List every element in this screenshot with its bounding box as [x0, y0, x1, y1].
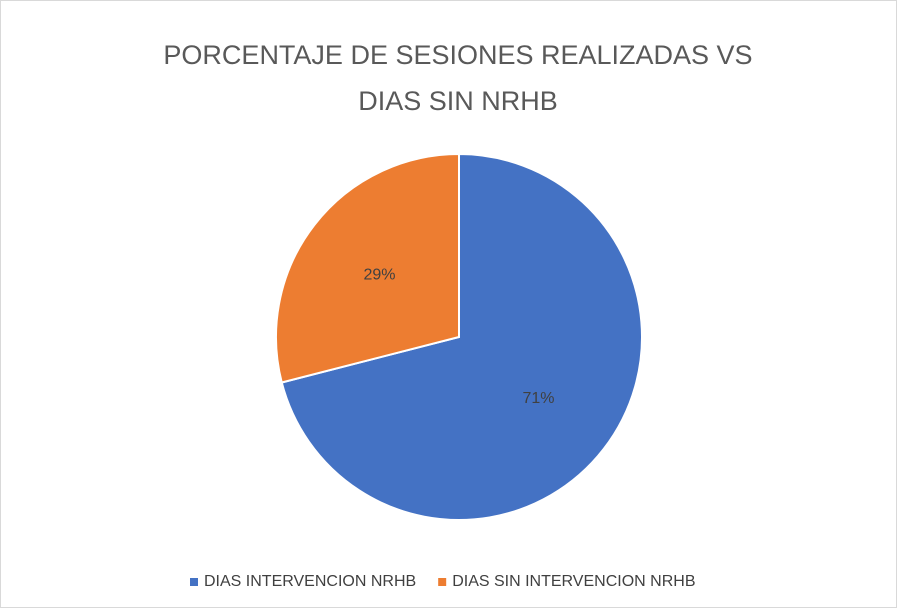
chart-title: PORCENTAJE DE SESIONES REALIZADAS VS DIA… — [163, 40, 753, 116]
legend-label: DIAS SIN INTERVENCION NRHB — [452, 573, 695, 590]
legend-label: DIAS INTERVENCION NRHB — [204, 573, 416, 590]
legend-swatch — [190, 578, 198, 586]
data-label: 71% — [523, 390, 555, 407]
pie-slice — [280, 152, 643, 521]
legend-swatch — [438, 578, 447, 586]
data-label: 29% — [363, 267, 395, 284]
pie-slice — [275, 152, 460, 384]
